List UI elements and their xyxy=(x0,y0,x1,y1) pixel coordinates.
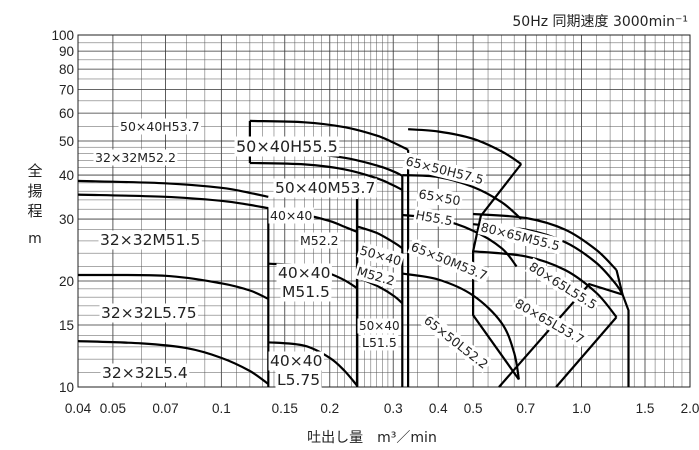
curve-65x50H57_5 xyxy=(408,128,522,165)
label-background xyxy=(268,207,314,224)
label-background xyxy=(273,178,377,198)
x-tick-label: 2.0 xyxy=(681,401,699,416)
series-label: 40×40 xyxy=(270,352,322,370)
range-limit-line xyxy=(498,282,623,388)
curve-80x65M55_5 xyxy=(473,212,618,271)
series-label: M51.5 xyxy=(282,283,330,301)
y-tick-label: 20 xyxy=(59,274,74,289)
curve-50x40M52_2 xyxy=(356,225,403,250)
label-background xyxy=(234,136,340,157)
x-tick-label: 0.2 xyxy=(320,401,339,416)
series-label: 50×40H53.7 xyxy=(120,119,200,134)
curve-80x65L53_7 xyxy=(473,250,618,318)
ylabel-char-4: m xyxy=(28,231,42,247)
label-background xyxy=(298,232,341,249)
range-limit-line xyxy=(615,269,630,387)
y-tick-label: 30 xyxy=(59,212,74,227)
label-background xyxy=(118,118,202,135)
x-tick-label: 0.3 xyxy=(384,401,403,416)
series-label: L51.5 xyxy=(362,335,397,350)
x-tick-label: 0.15 xyxy=(272,401,298,416)
ylabel-char-1: 全 xyxy=(27,162,42,180)
x-tick-label: 0.07 xyxy=(152,401,178,416)
series-label: 50×40H55.5 xyxy=(236,137,338,156)
label-background xyxy=(276,263,332,283)
series-label: 32×32M51.5 xyxy=(100,231,200,249)
label-background xyxy=(93,149,178,166)
series-label: 80×65L53.7 xyxy=(513,296,587,348)
x-tick-label: 0.04 xyxy=(65,401,92,416)
curves xyxy=(77,119,624,387)
label-background xyxy=(356,241,405,270)
label-background xyxy=(415,185,464,210)
label-background xyxy=(280,282,332,302)
x-tick-label: 0.4 xyxy=(429,401,448,416)
limit-lines xyxy=(248,120,630,388)
label-background xyxy=(357,318,402,334)
series-label: 40×40 xyxy=(278,264,330,282)
range-limit-line xyxy=(555,316,618,388)
label-background xyxy=(407,237,492,285)
y-tick-label: 70 xyxy=(59,83,74,98)
series-label: 65×50L52.2 xyxy=(421,313,491,372)
series-label: 32×32L5.4 xyxy=(102,364,188,382)
x-tick-label: 0.05 xyxy=(100,401,126,416)
y-tick-label: 10 xyxy=(59,380,74,395)
label-background xyxy=(402,152,487,188)
y-tick-label: 50 xyxy=(59,134,74,149)
label-background xyxy=(99,303,199,323)
label-background xyxy=(477,218,563,255)
range-limit-line xyxy=(472,163,523,381)
tick-labels: 0.04 0.05 0.07 0.1 0.15 0.2 0.3 0.4 0.5 0.7 1.0 1.5… xyxy=(51,28,699,416)
plot-frame xyxy=(77,34,691,388)
y-tick-label: 80 xyxy=(59,62,74,77)
header-freq-speed: 50Hz 同期速度 3000min⁻¹ xyxy=(512,14,688,30)
curve-32x32L5_75 xyxy=(77,273,269,300)
curve-40x40L5_75 xyxy=(268,341,358,387)
label-background xyxy=(275,370,322,390)
series-label: 65×50 xyxy=(417,186,461,208)
ylabel-char-2: 揚 xyxy=(27,182,42,200)
y-axis-title: 全 揚 程 m xyxy=(27,162,42,247)
x-axis-title: 吐出し量 m³／min xyxy=(307,430,437,446)
curve-32x32M51_5 xyxy=(77,193,269,210)
series-label: L5.75 xyxy=(277,371,320,389)
curve-65x50H55_5 xyxy=(402,174,522,220)
label-background xyxy=(524,257,602,314)
series-label: 50×40 xyxy=(359,319,400,333)
x-tick-label: 0.7 xyxy=(516,401,535,416)
curve-65x50L52_2 xyxy=(402,272,520,380)
x-tick-label: 1.5 xyxy=(636,401,655,416)
label-background xyxy=(268,351,324,371)
label-background xyxy=(98,230,202,250)
x-tick-label: 0.1 xyxy=(212,401,231,416)
series-label: 40×40 xyxy=(270,208,312,223)
y-tick-label: 90 xyxy=(59,44,74,59)
y-tick-label: 40 xyxy=(59,168,74,183)
label-background xyxy=(412,206,456,230)
x-tick-label: 1.0 xyxy=(572,401,591,416)
y-tick-label: 15 xyxy=(59,318,74,333)
y-tick-label: 60 xyxy=(59,106,74,121)
series-label: 32×32L5.75 xyxy=(101,304,197,322)
series-label: 32×32M52.2 xyxy=(95,150,176,165)
ylabel-char-3: 程 xyxy=(27,202,42,220)
label-background xyxy=(510,294,589,349)
curve-50x40M53_7 xyxy=(249,161,403,191)
x-tick-label: 0.5 xyxy=(464,401,483,416)
label-background xyxy=(419,311,493,374)
series-label: H55.5 xyxy=(414,207,453,228)
series-label: M52.2 xyxy=(300,233,339,248)
y-tick-label: 100 xyxy=(51,28,74,43)
curve-50x40H55_5 xyxy=(249,119,409,151)
label-background xyxy=(360,334,399,351)
curve-32x32M52_2 xyxy=(77,179,269,198)
curve-32x32L5_4 xyxy=(77,340,269,385)
label-background xyxy=(100,363,190,383)
annotations: 50×40H53.750×40H55.532×32M52.2 65×50H57.5… xyxy=(93,118,602,390)
series-label: 50×40M53.7 xyxy=(275,179,375,197)
label-background xyxy=(353,262,399,290)
